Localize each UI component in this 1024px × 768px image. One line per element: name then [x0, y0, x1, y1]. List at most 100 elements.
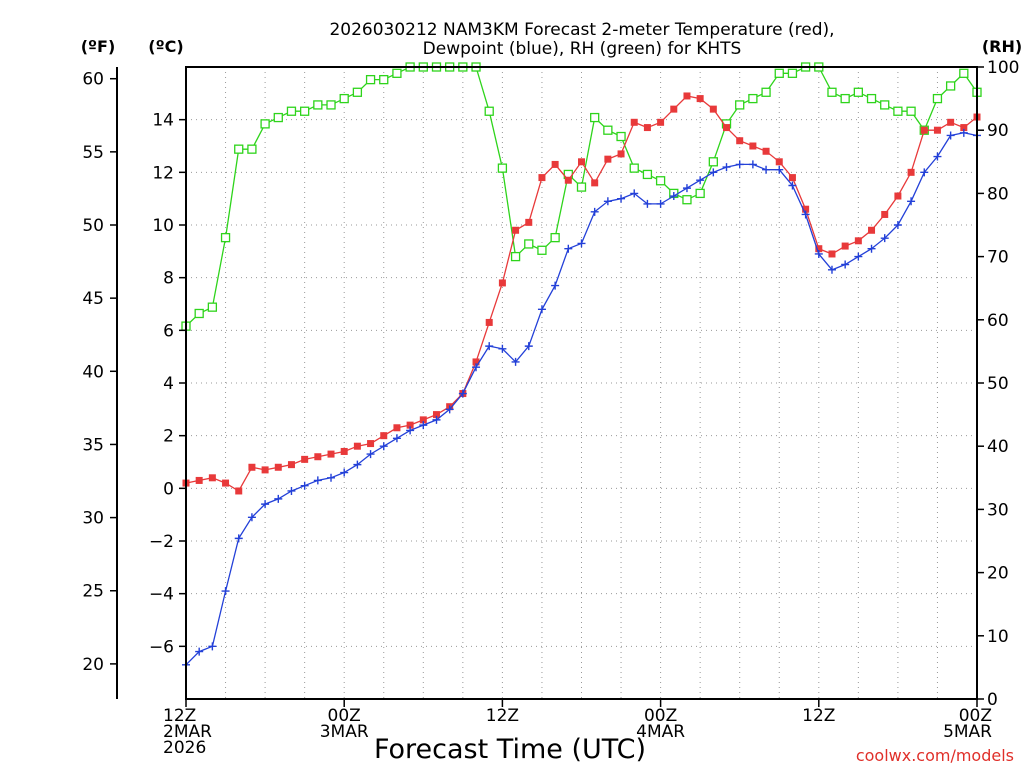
- temperature-point: [235, 487, 243, 495]
- rh-tick-label: 80: [987, 184, 1009, 204]
- dewpoint-point: [722, 163, 731, 172]
- fahrenheit-tick-label: 25: [82, 582, 104, 602]
- temperature-point: [327, 450, 335, 458]
- rh-unit-label: (RH): [982, 37, 1022, 56]
- rh-point: [524, 239, 534, 249]
- rh-point: [866, 93, 877, 104]
- dewpoint-point: [287, 486, 296, 495]
- x-axis-label: Forecast Time (UTC): [374, 734, 646, 765]
- celsius-tick-label: −4: [149, 585, 174, 605]
- rh-point: [932, 93, 943, 104]
- dewpoint-point: [880, 234, 889, 243]
- x-tick-label: 00Z: [328, 706, 361, 726]
- celsius-tick-label: 6: [163, 321, 174, 341]
- rh-point: [537, 245, 547, 255]
- rh-point: [207, 302, 218, 312]
- temperature-point: [314, 453, 322, 461]
- temperature-point: [406, 421, 414, 429]
- temperature-point: [380, 432, 388, 440]
- rh-tick-label: 70: [987, 248, 1009, 268]
- temperature-point: [432, 411, 440, 419]
- temperature-point: [301, 455, 309, 463]
- rh-point: [497, 163, 508, 173]
- rh-point: [655, 176, 666, 186]
- dewpoint-point: [406, 426, 415, 435]
- dewpoint-point: [498, 344, 507, 353]
- celsius-unit-label: (ºC): [148, 37, 183, 56]
- rh-point: [629, 163, 639, 173]
- dewpoint-point: [511, 357, 520, 366]
- rh-point: [352, 87, 363, 97]
- dewpoint-point: [933, 152, 942, 161]
- rh-point: [550, 232, 560, 243]
- temperature-point: [933, 126, 941, 134]
- temperature-point: [854, 237, 862, 245]
- fahrenheit-tick-label: 40: [82, 362, 104, 382]
- rh-point: [945, 81, 956, 91]
- x-tick-label: 2026: [163, 738, 206, 758]
- temperature-point: [472, 358, 480, 366]
- credit-text: coolwx.com/models: [856, 746, 1014, 765]
- dewpoint-point: [274, 494, 283, 503]
- dewpoint-point: [300, 481, 309, 490]
- rh-point: [853, 87, 863, 97]
- x-tick-label: 2MAR: [163, 722, 212, 742]
- dewpoint-point: [247, 513, 256, 522]
- x-tick-label: 12Z: [163, 706, 196, 726]
- rh-point: [510, 251, 521, 262]
- temperature-point: [802, 205, 810, 213]
- dewpoint-point: [748, 160, 757, 169]
- dewpoint-point: [775, 165, 784, 174]
- rh-point: [761, 87, 771, 97]
- grid-lines: [186, 67, 977, 699]
- fahrenheit-tick-label: 55: [82, 143, 104, 163]
- dewpoint-point: [537, 305, 546, 314]
- temperature-point: [591, 179, 599, 187]
- rh-point: [365, 74, 376, 85]
- rh-point: [339, 93, 349, 104]
- dewpoint-point: [590, 207, 599, 216]
- temperature-point: [723, 124, 731, 132]
- series-layer: [181, 62, 982, 669]
- rh-point: [787, 68, 798, 78]
- temperature-point: [538, 174, 546, 182]
- rh-tick-label: 100: [987, 58, 1019, 78]
- rh-tick-label: 20: [987, 564, 1009, 584]
- temperature-point: [762, 147, 770, 155]
- temperature-point: [222, 479, 230, 487]
- rh-point: [827, 87, 837, 97]
- temperature-point: [630, 118, 638, 126]
- temperature-point: [920, 126, 928, 134]
- rh-point: [194, 308, 204, 319]
- fahrenheit-tick-label: 30: [82, 509, 104, 529]
- rh-point: [299, 106, 310, 116]
- temperature-point: [578, 158, 585, 166]
- temperature-point: [736, 137, 744, 145]
- celsius-tick-label: −2: [149, 532, 174, 552]
- dewpoint-point: [907, 197, 916, 206]
- temperature-point: [788, 174, 796, 182]
- x-tick-label: 12Z: [486, 706, 519, 726]
- dewpoint-point: [458, 389, 467, 398]
- celsius-tick-label: 8: [163, 269, 174, 289]
- rh-point: [880, 100, 890, 110]
- dewpoint-point: [195, 647, 204, 656]
- x-tick-label: 4MAR: [636, 722, 685, 742]
- temperature-point: [419, 416, 427, 424]
- rh-point: [379, 74, 389, 85]
- temperature-point: [947, 118, 955, 126]
- rh-tick-label: 40: [987, 437, 1009, 457]
- dewpoint-point: [472, 363, 481, 372]
- temperature-point: [617, 150, 625, 158]
- dewpoint-point: [827, 265, 836, 274]
- temperature-point: [367, 440, 375, 448]
- dewpoint-point: [603, 197, 612, 206]
- rh-point: [840, 93, 850, 104]
- temperature-point: [841, 242, 849, 250]
- rh-point: [893, 106, 903, 116]
- dewpoint-point: [234, 534, 243, 543]
- rh-point: [959, 68, 969, 78]
- temperature-point: [868, 226, 876, 234]
- rh-point: [313, 100, 323, 110]
- dewpoint-point: [392, 434, 401, 443]
